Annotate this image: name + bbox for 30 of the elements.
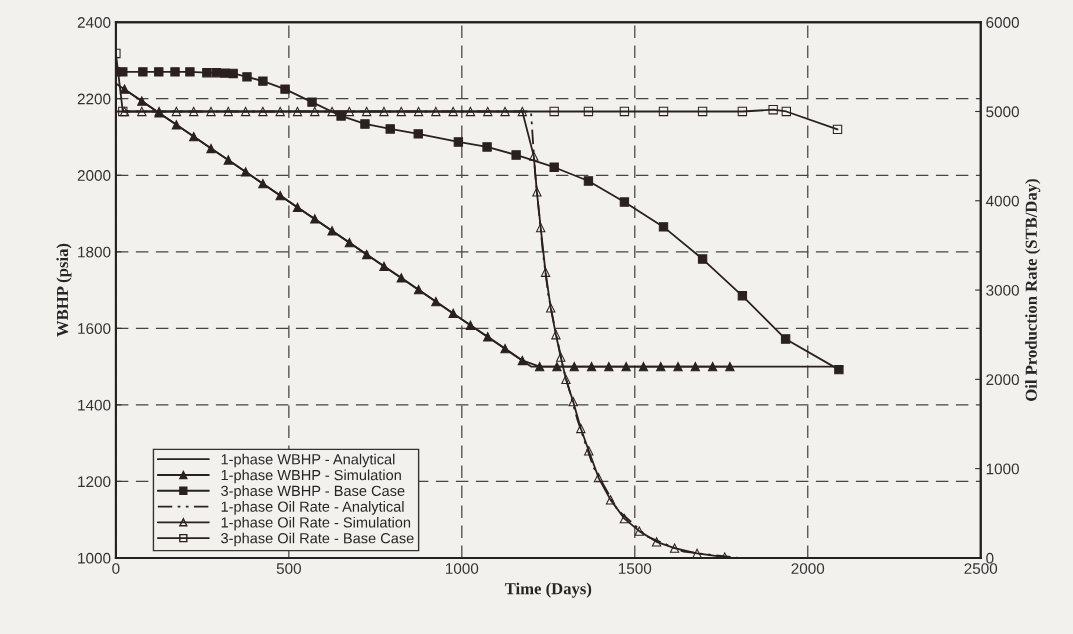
y-tick-label: 2200 — [77, 93, 111, 105]
legend-label: 3-phase WBHP - Base Case — [221, 485, 405, 499]
y-tick-label: 2400 — [77, 17, 111, 28]
legend-label: 3-phase Oil Rate - Base Case — [221, 532, 414, 547]
y2-tick-label: 4000 — [985, 195, 1019, 207]
y2-tick-label: 6000 — [986, 17, 1019, 28]
y2-axis-title: Oil Production Rate (STB/Day) — [1025, 179, 1041, 401]
x-tick-label: 0 — [112, 563, 120, 574]
y-tick-label: 2000 — [77, 170, 111, 181]
y-tick-label: 1200 — [78, 476, 111, 488]
y-tick-label: 1600 — [78, 323, 111, 335]
y-tick-label: 1400 — [78, 399, 111, 411]
legend-label: 1-phase WBHP - Simulation — [221, 469, 401, 484]
x-tick-label: 2500 — [964, 563, 998, 574]
x-tick-label: 2000 — [791, 563, 825, 574]
legend-label: 1-phase WBHP - Analytical — [221, 453, 395, 468]
y2-tick-label: 0 — [986, 552, 994, 564]
legend-label: 1-phase Oil Rate - Analytical — [221, 501, 404, 515]
y-axis-title: WBHP (psia) — [56, 243, 72, 337]
legend-label: 1-phase Oil Rate - Simulation — [221, 516, 411, 531]
x-tick-label: 1000 — [445, 563, 479, 574]
x-tick-label: 1500 — [618, 563, 652, 574]
y2-tick-label: 5000 — [986, 106, 1019, 118]
y2-tick-label: 2000 — [986, 374, 1019, 386]
x-axis-title: Time (Days) — [504, 582, 592, 598]
y-tick-label: 1000 — [78, 552, 111, 564]
y-tick-label: 1800 — [78, 246, 111, 258]
y2-tick-label: 1000 — [986, 463, 1019, 475]
x-tick-label: 500 — [276, 563, 301, 574]
y2-tick-label: 3000 — [986, 284, 1019, 296]
